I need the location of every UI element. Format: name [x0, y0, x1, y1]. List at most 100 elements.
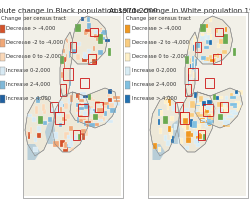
Bar	[178, 137, 180, 144]
Polygon shape	[28, 144, 40, 160]
Bar	[76, 93, 81, 98]
Bar	[194, 38, 196, 44]
Bar	[88, 108, 93, 111]
Bar	[202, 101, 206, 106]
Bar	[223, 123, 226, 127]
Bar	[194, 64, 196, 72]
Bar	[184, 127, 186, 132]
Bar	[160, 110, 163, 116]
Polygon shape	[150, 96, 180, 156]
Bar	[0, 53, 5, 61]
Bar	[170, 134, 172, 139]
Bar	[94, 123, 100, 126]
Bar	[188, 55, 189, 62]
Bar	[35, 106, 37, 114]
Bar	[220, 103, 226, 107]
Bar	[213, 54, 217, 57]
Bar	[77, 117, 80, 123]
Text: Decrease > -4,000: Decrease > -4,000	[132, 25, 181, 30]
Bar	[191, 122, 195, 128]
Bar	[72, 49, 76, 54]
Text: Increase > 4,000: Increase > 4,000	[132, 96, 176, 100]
Bar	[126, 95, 130, 103]
Bar	[204, 46, 209, 49]
Bar	[66, 39, 68, 43]
Polygon shape	[60, 32, 72, 96]
Bar	[89, 97, 93, 101]
Bar	[198, 58, 201, 61]
Bar	[126, 81, 130, 89]
Bar	[191, 77, 192, 84]
Bar	[206, 57, 210, 61]
Bar	[56, 107, 60, 112]
Bar	[197, 114, 203, 117]
Polygon shape	[70, 16, 108, 64]
Bar	[61, 54, 63, 60]
Bar	[204, 111, 208, 116]
Bar	[114, 102, 119, 106]
Bar	[232, 112, 237, 115]
Bar	[188, 68, 198, 80]
Bar	[107, 94, 110, 97]
Bar	[76, 54, 80, 60]
Bar	[185, 84, 191, 96]
Bar	[208, 114, 212, 119]
Bar	[70, 42, 76, 52]
Bar	[186, 124, 189, 130]
Bar	[88, 31, 92, 37]
Bar	[60, 83, 62, 88]
Bar	[76, 108, 80, 112]
Polygon shape	[195, 88, 242, 128]
Bar	[59, 104, 64, 107]
Bar	[92, 99, 95, 101]
Bar	[217, 102, 224, 107]
Bar	[217, 53, 220, 58]
Bar	[62, 80, 63, 85]
Bar	[114, 100, 120, 105]
Bar	[42, 104, 45, 111]
Bar	[109, 103, 114, 108]
Bar	[78, 135, 82, 140]
Text: Decrease 0 to -2,000: Decrease 0 to -2,000	[6, 53, 62, 58]
Bar	[50, 108, 54, 113]
Bar	[164, 97, 168, 104]
Polygon shape	[152, 144, 165, 160]
Bar	[95, 102, 102, 112]
Bar	[53, 132, 58, 139]
Bar	[182, 112, 187, 118]
Bar	[68, 98, 72, 104]
Bar	[98, 119, 103, 122]
Bar	[66, 132, 69, 136]
Bar	[0, 67, 5, 75]
Bar	[198, 130, 205, 140]
Bar	[70, 139, 73, 147]
Bar	[84, 55, 89, 60]
Bar	[202, 129, 205, 135]
Bar	[87, 17, 90, 22]
Bar	[224, 108, 228, 112]
Bar	[218, 114, 222, 120]
Bar	[81, 17, 84, 21]
Bar	[70, 95, 73, 102]
Bar	[222, 34, 228, 44]
Text: Decrease -2 to -4,000: Decrease -2 to -4,000	[132, 40, 189, 45]
Bar	[194, 139, 198, 144]
Bar	[64, 57, 66, 62]
Bar	[212, 54, 221, 64]
Bar	[200, 118, 204, 123]
Bar	[0, 25, 5, 33]
Text: Decrease > -4,000: Decrease > -4,000	[6, 25, 56, 30]
Bar	[207, 100, 212, 104]
Bar	[104, 111, 108, 116]
Bar	[66, 54, 68, 61]
Bar	[88, 54, 96, 64]
Bar	[24, 16, 121, 196]
Bar	[22, 12, 122, 198]
Bar	[230, 103, 236, 106]
Text: Increase 0-2,000: Increase 0-2,000	[132, 68, 176, 72]
Bar	[188, 74, 189, 82]
Bar	[110, 108, 116, 113]
Bar	[126, 67, 130, 75]
Bar	[89, 123, 95, 127]
Bar	[102, 37, 105, 40]
